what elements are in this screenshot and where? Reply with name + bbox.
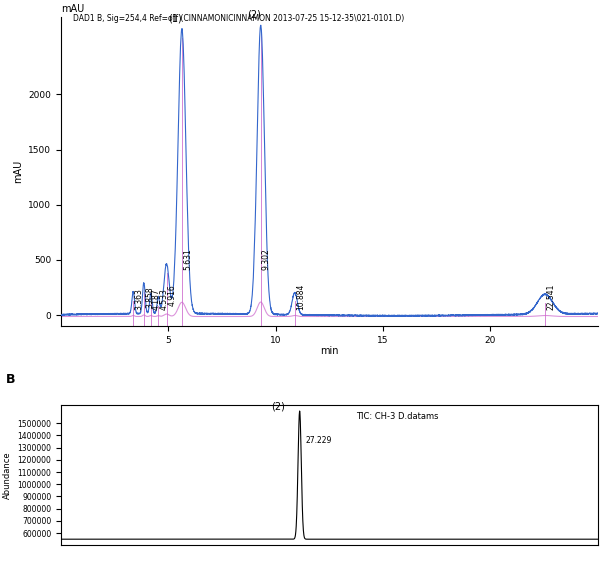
Text: 3.363: 3.363 <box>134 288 143 309</box>
Text: 10.884: 10.884 <box>296 284 305 309</box>
Text: (2): (2) <box>271 402 285 412</box>
Text: 5.631: 5.631 <box>183 249 192 270</box>
Text: 22.541: 22.541 <box>546 284 555 310</box>
Text: 4.533: 4.533 <box>159 289 168 311</box>
X-axis label: min: min <box>320 346 339 356</box>
Text: DAD1 B, Sig=254,4 Ref=off (CINNAMONICINNAMON 2013-07-25 15-12-35\021-0101.D): DAD1 B, Sig=254,4 Ref=off (CINNAMONICINN… <box>73 14 404 24</box>
Text: 9.302: 9.302 <box>262 248 271 270</box>
Text: mAU: mAU <box>61 4 84 14</box>
Text: 27.229: 27.229 <box>305 436 331 445</box>
Text: TIC: CH-3 D.datams: TIC: CH-3 D.datams <box>356 412 439 421</box>
Text: 4.916: 4.916 <box>168 284 177 305</box>
Text: (1): (1) <box>168 14 182 24</box>
Text: B: B <box>6 373 16 386</box>
Y-axis label: mAU: mAU <box>13 160 23 183</box>
Text: 3.858: 3.858 <box>145 286 154 308</box>
Text: 4.187: 4.187 <box>152 288 161 310</box>
Y-axis label: Abundance: Abundance <box>2 451 12 499</box>
Text: (2): (2) <box>247 9 261 20</box>
